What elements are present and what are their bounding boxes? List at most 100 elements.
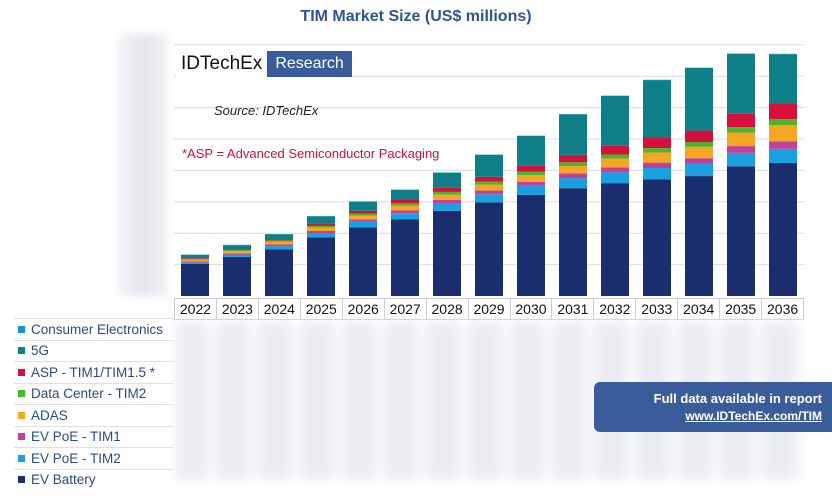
bar-segment-2030-asp-tim1-tim1-5 [517, 165, 545, 172]
x-tick-label: 2022 [175, 299, 217, 319]
x-tick-label: 2028 [427, 299, 469, 319]
x-tick-label: 2029 [469, 299, 511, 319]
y-axis-labels-blurred [118, 34, 168, 296]
full-data-banner[interactable]: Full data available in report www.IDTech… [594, 382, 832, 432]
bar-segment-2022-asp-tim1-tim1-5 [181, 258, 209, 259]
bar-segment-2022-ev-poe-tim2 [181, 262, 209, 264]
bar-segment-2029-asp-tim1-tim1-5 [475, 176, 503, 182]
legend-swatch [18, 433, 25, 441]
legend-swatch [18, 347, 25, 355]
bar-segment-2033-ev-poe-tim1 [643, 162, 671, 168]
bar-segment-2033-ev-poe-tim2 [643, 168, 671, 180]
x-tick-label: 2036 [767, 301, 799, 317]
bar-segment-2029-ev-poe-tim2 [475, 194, 503, 203]
bar-segment-2035-5g [727, 53, 755, 114]
x-tick-label: 2027 [385, 299, 427, 319]
bar-segment-2026-adas [349, 215, 377, 220]
bar-segment-2027-ev-poe-tim1 [391, 210, 419, 214]
bar-segment-2023-asp-tim1-tim1-5 [223, 249, 251, 251]
bar-segment-2026-ev-poe-tim2 [349, 221, 377, 228]
bar-segment-2028-ev-poe-tim2 [433, 203, 461, 211]
bar-segment-2027-asp-tim1-tim1-5 [391, 200, 419, 204]
bar-segment-2036-ev-poe-tim2 [769, 148, 797, 163]
bar-segment-2030-5g [517, 136, 545, 166]
bar-segment-2033-ev-battery [643, 179, 671, 296]
bar-segment-2025-ev-poe-tim1 [307, 230, 335, 234]
bar-segment-2028-ev-poe-tim1 [433, 200, 461, 204]
bar-segment-2022-ev-poe-tim1 [181, 261, 209, 263]
bar-segment-2028-ev-battery [433, 210, 461, 296]
x-tick-label: 2025 [301, 299, 343, 319]
bar-segment-2024-ev-poe-tim1 [265, 244, 293, 247]
legend-label: ASP - TIM1/TIM1.5 * [31, 364, 156, 380]
legend-label: Data Center - TIM2 [31, 386, 147, 402]
bar-segment-2029-adas [475, 184, 503, 191]
x-tick-label: 2030 [511, 299, 553, 319]
bar-segment-2032-ev-battery [601, 183, 629, 296]
bar-segment-2027-data-center-tim2 [391, 203, 419, 206]
bar-segment-2025-5g [307, 216, 335, 224]
bar-segment-2026-ev-poe-tim1 [349, 219, 377, 222]
bar-segment-2022-ev-battery [181, 264, 209, 296]
bar-segment-2025-data-center-tim2 [307, 225, 335, 228]
bar-segment-2036-asp-tim1-tim1-5 [769, 104, 797, 120]
bar-segment-2024-ev-poe-tim2 [265, 246, 293, 250]
bar-segment-2029-5g [475, 154, 503, 177]
legend-label: EV Battery [31, 472, 96, 488]
bar-segment-2024-5g [265, 234, 293, 240]
bar-segment-2031-data-center-tim2 [559, 162, 587, 166]
bar-segment-2023-5g [223, 245, 251, 250]
bar-segment-2035-ev-poe-tim1 [727, 146, 755, 153]
x-axis-year-labels: 2022 2023 2024 2025 2026 2027 2028 2029 2030 2031… [174, 298, 804, 320]
legend-label: 5G [31, 343, 50, 359]
bar-segment-2036-adas [769, 125, 797, 142]
bar-segment-2029-ev-battery [475, 202, 503, 296]
bar-segment-2034-5g [685, 67, 713, 131]
bar-segment-2025-adas [307, 227, 335, 231]
x-tick-label: 2033 [636, 299, 679, 319]
bar-segment-2036-5g [769, 54, 797, 104]
bar-segment-2022-adas [181, 259, 209, 262]
bar-segment-2032-asp-tim1-tim1-5 [601, 145, 629, 155]
bar-segment-2029-data-center-tim2 [475, 181, 503, 185]
bar-segment-2025-ev-poe-tim2 [307, 233, 335, 238]
legend-item: Data Center - TIM2 [14, 382, 174, 405]
bar-segment-2029-ev-poe-tim1 [475, 190, 503, 195]
bar-segment-2028-5g [433, 172, 461, 188]
x-tick-label: 2023 [217, 299, 259, 319]
bar-segment-2033-data-center-tim2 [643, 148, 671, 153]
legend-swatch [18, 476, 25, 484]
bar-segment-2032-adas [601, 158, 629, 168]
source-note: Source: IDTechEx [214, 103, 319, 118]
bar-segment-2035-ev-poe-tim2 [727, 152, 755, 167]
bar-segment-2030-ev-battery [517, 194, 545, 296]
legend-label: EV PoE - TIM2 [31, 450, 121, 466]
bar-segment-2035-data-center-tim2 [727, 127, 755, 133]
bar-segment-2025-ev-battery [307, 237, 335, 296]
bar-segment-2031-ev-poe-tim1 [559, 173, 587, 179]
bar-segment-2034-ev-poe-tim1 [685, 158, 713, 164]
x-tick-label: 2031 [552, 299, 595, 319]
bar-segment-2033-adas [643, 152, 671, 163]
x-tick-label: 2034 [678, 299, 721, 319]
bar-segment-2035-asp-tim1-tim1-5 [727, 113, 755, 128]
bar-segment-2025-asp-tim1-tim1-5 [307, 223, 335, 226]
legend-swatch [18, 368, 25, 376]
bar-segment-2030-adas [517, 175, 545, 182]
bar-segment-2032-ev-poe-tim1 [601, 167, 629, 173]
legend-swatch [18, 390, 25, 398]
bar-segment-2024-adas [265, 241, 293, 245]
bar-segment-2024-data-center-tim2 [265, 240, 293, 242]
bar-segment-2026-ev-battery [349, 227, 377, 296]
x-tick-label: 2026 [343, 299, 385, 319]
bar-segment-2032-ev-poe-tim2 [601, 172, 629, 184]
legend-item: EV PoE - TIM2 [14, 447, 174, 469]
bar-segment-2031-ev-battery [559, 188, 587, 296]
bar-segment-2027-adas [391, 205, 419, 211]
legend-item: ADAS [14, 404, 174, 426]
legend-item: 5G [14, 339, 174, 362]
bar-segment-2034-data-center-tim2 [685, 142, 713, 147]
bar-segment-2031-5g [559, 114, 587, 155]
bar-segment-2036-ev-poe-tim1 [769, 141, 797, 149]
report-link[interactable]: www.IDTechEx.com/TIM [685, 409, 822, 423]
